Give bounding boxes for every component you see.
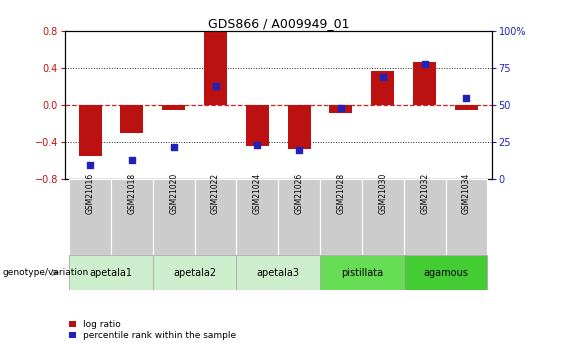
- Text: apetala3: apetala3: [257, 268, 300, 277]
- Point: [462, 95, 471, 101]
- Bar: [236, 255, 320, 290]
- Point: [127, 157, 136, 163]
- Bar: [162, 105, 185, 110]
- Point: [420, 61, 429, 67]
- Bar: [120, 105, 144, 133]
- Bar: [69, 179, 111, 255]
- Bar: [153, 179, 194, 255]
- Text: apetala1: apetala1: [89, 268, 132, 277]
- Bar: [246, 105, 269, 146]
- Bar: [79, 105, 102, 156]
- Text: genotype/variation: genotype/variation: [3, 268, 89, 277]
- Bar: [404, 255, 488, 290]
- Point: [169, 144, 178, 149]
- Bar: [153, 255, 236, 290]
- Text: GSM21016: GSM21016: [85, 172, 94, 214]
- Bar: [236, 179, 279, 255]
- Title: GDS866 / A009949_01: GDS866 / A009949_01: [207, 17, 349, 30]
- Bar: [371, 71, 394, 105]
- Bar: [204, 32, 227, 105]
- Text: GSM21030: GSM21030: [379, 172, 388, 214]
- Point: [85, 162, 94, 167]
- Text: GSM21024: GSM21024: [253, 172, 262, 214]
- Point: [211, 83, 220, 89]
- Bar: [455, 105, 478, 110]
- Text: GSM21034: GSM21034: [462, 172, 471, 214]
- Bar: [362, 179, 404, 255]
- Bar: [329, 105, 353, 112]
- Text: GSM21020: GSM21020: [169, 172, 178, 214]
- Text: GSM21028: GSM21028: [337, 172, 345, 214]
- Legend: log ratio, percentile rank within the sample: log ratio, percentile rank within the sa…: [69, 320, 236, 341]
- Bar: [194, 179, 236, 255]
- Text: apetala2: apetala2: [173, 268, 216, 277]
- Bar: [288, 105, 311, 149]
- Point: [379, 74, 388, 80]
- Bar: [320, 255, 404, 290]
- Text: GSM21026: GSM21026: [295, 172, 303, 214]
- Bar: [279, 179, 320, 255]
- Bar: [69, 255, 153, 290]
- Bar: [111, 179, 153, 255]
- Text: GSM21018: GSM21018: [127, 172, 136, 214]
- Point: [295, 147, 304, 152]
- Bar: [413, 62, 436, 105]
- Bar: [320, 179, 362, 255]
- Text: GSM21032: GSM21032: [420, 172, 429, 214]
- Point: [253, 142, 262, 148]
- Text: GSM21022: GSM21022: [211, 172, 220, 214]
- Point: [337, 106, 346, 111]
- Bar: [446, 179, 488, 255]
- Text: pistillata: pistillata: [341, 268, 383, 277]
- Bar: [404, 179, 446, 255]
- Text: agamous: agamous: [423, 268, 468, 277]
